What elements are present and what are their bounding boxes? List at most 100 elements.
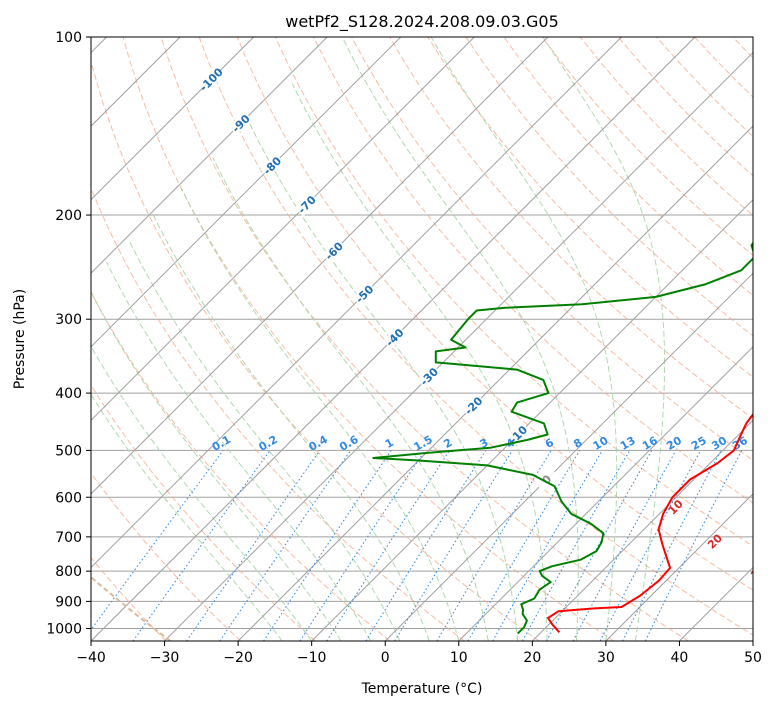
x-tick-label: 20: [523, 650, 541, 666]
y-tick-label: 800: [55, 564, 82, 580]
mixing-ratio-line: [263, 450, 392, 641]
x-tick-label: 30: [597, 650, 615, 666]
y-tick-label: 400: [55, 386, 82, 402]
moist-adiabat-line: [430, 37, 618, 641]
dry-adiabat-line: [771, 37, 775, 641]
mixing-ratio-line: [572, 450, 677, 641]
mixing-ratio-line: [132, 450, 271, 641]
isotherm-line: [91, 37, 255, 201]
isotherm-line: [91, 37, 622, 569]
x-tick-label: −30: [150, 650, 180, 666]
isotherm-line: [531, 419, 753, 641]
mixing-ratio-line: [599, 450, 702, 641]
dry-adiabat-line: [694, 37, 753, 98]
moist-adiabat-line: [249, 123, 519, 641]
moist-adiabat-line: [91, 290, 342, 641]
isotherm-line: [91, 37, 328, 274]
dry-adiabat-line: [122, 37, 614, 641]
x-tick-label: 0: [381, 650, 390, 666]
isotherm-line: [91, 37, 402, 348]
isotherm-line: [384, 272, 753, 641]
x-tick-label: 10: [450, 650, 468, 666]
isotherm-line: [91, 37, 549, 495]
dry-adiabat-line: [91, 556, 167, 641]
svg-text:-80: -80: [261, 154, 284, 177]
dry-adiabat-line: [313, 37, 753, 504]
dry-adiabat-line: [465, 37, 753, 337]
moist-adiabat-line: [212, 157, 489, 641]
x-tick-label: −20: [223, 650, 253, 666]
dry-adiabat-line: [91, 186, 465, 641]
dry-adiabat-label: 20: [705, 531, 725, 551]
profile-lines: [372, 241, 753, 635]
mixing-ratio-line: [467, 450, 581, 641]
x-axis-label: Temperature (°C): [361, 681, 483, 697]
x-tick-label: −40: [76, 650, 106, 666]
moist-adiabat-line: [91, 393, 283, 641]
y-tick-label: 600: [55, 490, 82, 506]
moist-adiabat-line: [291, 83, 548, 641]
dry-adiabat-line: [91, 59, 540, 641]
mixing-ratio-line: [436, 450, 552, 641]
mixing-ratio-line: [394, 450, 513, 641]
isotherm-line: [605, 493, 753, 641]
mixing-ratio-line: [326, 450, 451, 641]
y-tick-label: 100: [55, 30, 82, 46]
isotherm-line: [91, 37, 475, 422]
mixing-ratio-line: [622, 450, 722, 641]
mixing-ratio-label: 6: [543, 436, 556, 451]
dry-adiabat-line: [541, 37, 753, 256]
mixing-ratio-line: [644, 450, 743, 641]
isotherm-line: [679, 566, 753, 641]
isotherm-line: [237, 125, 753, 641]
x-tick-label: 50: [744, 650, 762, 666]
moist-adiabat-line: [106, 261, 371, 641]
chart-title: wetPf2_S128.2024.208.09.03.G05: [285, 12, 559, 32]
isotherm-line: [752, 640, 753, 641]
mixing-ratio-label: 2: [441, 436, 454, 451]
dry-adiabat-line: [503, 37, 753, 297]
x-tick-label: 40: [671, 650, 689, 666]
moist-adiabat-line: [542, 37, 665, 641]
y-tick-label: 700: [55, 530, 82, 546]
y-tick-label: 900: [55, 594, 82, 610]
mixing-ratio-line: [299, 450, 426, 641]
dry-adiabat-line: [274, 37, 753, 547]
dewpoint-profile-line: [372, 241, 753, 635]
reference-curve: [91, 575, 171, 641]
mixing-ratio-line: [365, 450, 487, 641]
dry-adiabat-line: [732, 37, 753, 59]
background-lines: [91, 37, 775, 641]
isotherm-label: -100: [197, 65, 226, 94]
mixing-ratio-line: [546, 450, 653, 641]
moist-adiabat-line: [180, 187, 460, 641]
moist-adiabat-line: [128, 239, 401, 641]
y-tick-label: 1000: [46, 621, 82, 637]
dry-adiabat-line: [351, 37, 753, 461]
mixing-ratio-line: [219, 450, 352, 641]
dry-adiabat-label: 10: [666, 497, 686, 517]
dry-adiabat-label: 30: [748, 562, 768, 582]
y-axis-label: Pressure (hPa): [12, 289, 28, 389]
y-tick-label: 200: [55, 208, 82, 224]
dry-adiabat-line: [91, 384, 316, 641]
svg-text:-100: -100: [197, 65, 226, 94]
moist-adiabat-line: [152, 214, 430, 641]
dry-adiabat-line: [389, 37, 753, 419]
mixing-ratio-label: 1: [383, 436, 396, 451]
axis-ticks: −40 −30 −20 −10 0 10 20 30 40 50 100 200 300 400 500 60…: [46, 30, 762, 666]
temperature-profile-line: [547, 412, 753, 633]
dry-adiabat-line: [656, 37, 753, 138]
dry-adiabat-line: [91, 472, 242, 641]
mixing-ratio-line: [186, 450, 321, 641]
x-tick-label: −10: [297, 650, 327, 666]
isotherm-line: [164, 51, 753, 641]
moist-adiabat-line: [91, 345, 313, 641]
isotherm-line: [458, 346, 753, 641]
y-tick-label: 500: [55, 443, 82, 459]
dry-adiabat-line: [91, 290, 391, 641]
reference-line-labels: -100-90-80-70-60-50-40-30-20-1000.1 0.2 0.…: [197, 65, 768, 582]
plot-frame: [90, 36, 754, 642]
moist-adiabat-line: [341, 37, 579, 641]
